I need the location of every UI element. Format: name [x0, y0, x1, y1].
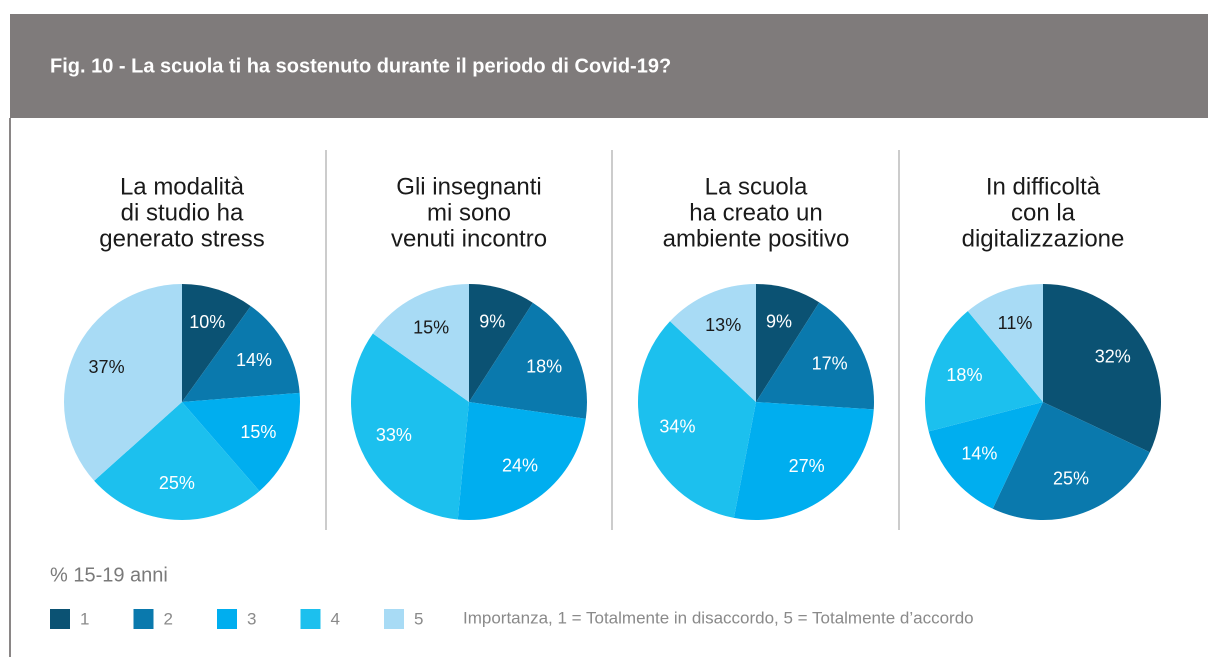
data-label: 15%: [413, 317, 449, 337]
chart-title: Fig. 10 - La scuola ti ha sostenuto dura…: [50, 55, 671, 77]
pie-slice: [182, 392, 300, 492]
legend-label: 3: [247, 609, 256, 628]
legend-swatch: [384, 609, 404, 629]
pie-slice: [638, 321, 756, 518]
pie-slice: [967, 284, 1043, 402]
pie-slice: [182, 284, 251, 402]
subtitle: % 15-19 anni: [50, 564, 168, 586]
pie-slice: [756, 302, 874, 410]
data-label: 25%: [1053, 468, 1089, 488]
pie-slice: [350, 333, 469, 520]
pie-slice: [182, 306, 300, 402]
pie-slice: [469, 284, 533, 402]
pie-slice: [64, 284, 182, 481]
pie-title: venuti incontro: [391, 225, 547, 252]
data-label: 32%: [1095, 346, 1131, 366]
pie-slice: [457, 402, 586, 520]
data-label: 15%: [240, 422, 276, 442]
pie-title: mi sono: [427, 199, 511, 226]
data-label: 18%: [946, 365, 982, 385]
pie-title: Gli insegnanti: [396, 173, 541, 200]
data-label: 25%: [159, 473, 195, 493]
data-label: 18%: [526, 356, 562, 376]
pie-slice: [733, 402, 874, 520]
legend-swatch: [50, 609, 70, 629]
pie-slice: [469, 302, 587, 419]
pie-title: di studio ha: [121, 199, 244, 226]
pie-title: digitalizzazione: [962, 225, 1125, 252]
legend-label: 5: [414, 609, 423, 628]
data-label: 27%: [789, 456, 825, 476]
pie-title: La scuola: [705, 173, 808, 200]
pie-title: ambiente positivo: [663, 225, 850, 252]
pie-title: La modalità: [120, 173, 245, 200]
pie-slice: [669, 284, 756, 402]
data-label: 13%: [705, 315, 741, 335]
pie-slice: [928, 402, 1043, 509]
legend-note: Importanza, 1 = Totalmente in disaccordo…: [463, 608, 974, 627]
pie-slice: [925, 311, 1043, 432]
pie-title: generato stress: [99, 225, 264, 252]
legend-swatch: [217, 609, 237, 629]
legend-label: 2: [164, 609, 173, 628]
pie-slice: [94, 402, 260, 520]
data-label: 11%: [998, 313, 1033, 333]
legend-swatch: [300, 609, 321, 629]
pie-slice: [372, 284, 469, 402]
pie-slice: [992, 402, 1150, 520]
data-label: 24%: [502, 456, 538, 476]
legend-label: 1: [80, 609, 89, 628]
pie-title: In difficoltà: [986, 173, 1101, 200]
legend-label: 4: [331, 609, 340, 628]
pie-slice: [756, 284, 820, 402]
data-label: 17%: [812, 353, 848, 373]
data-label: 14%: [236, 350, 272, 370]
data-label: 37%: [89, 357, 125, 377]
pie-title: ha creato un: [689, 199, 822, 226]
data-label: 10%: [189, 312, 225, 332]
pie-title: con la: [1011, 199, 1076, 226]
data-label: 14%: [961, 443, 997, 463]
data-label: 9%: [766, 311, 792, 331]
data-label: 9%: [479, 311, 505, 331]
legend-swatch: [133, 609, 154, 629]
pie-slice: [1043, 284, 1161, 453]
header-bar: [10, 14, 1208, 118]
data-label: 33%: [376, 425, 412, 445]
data-label: 34%: [659, 416, 695, 436]
